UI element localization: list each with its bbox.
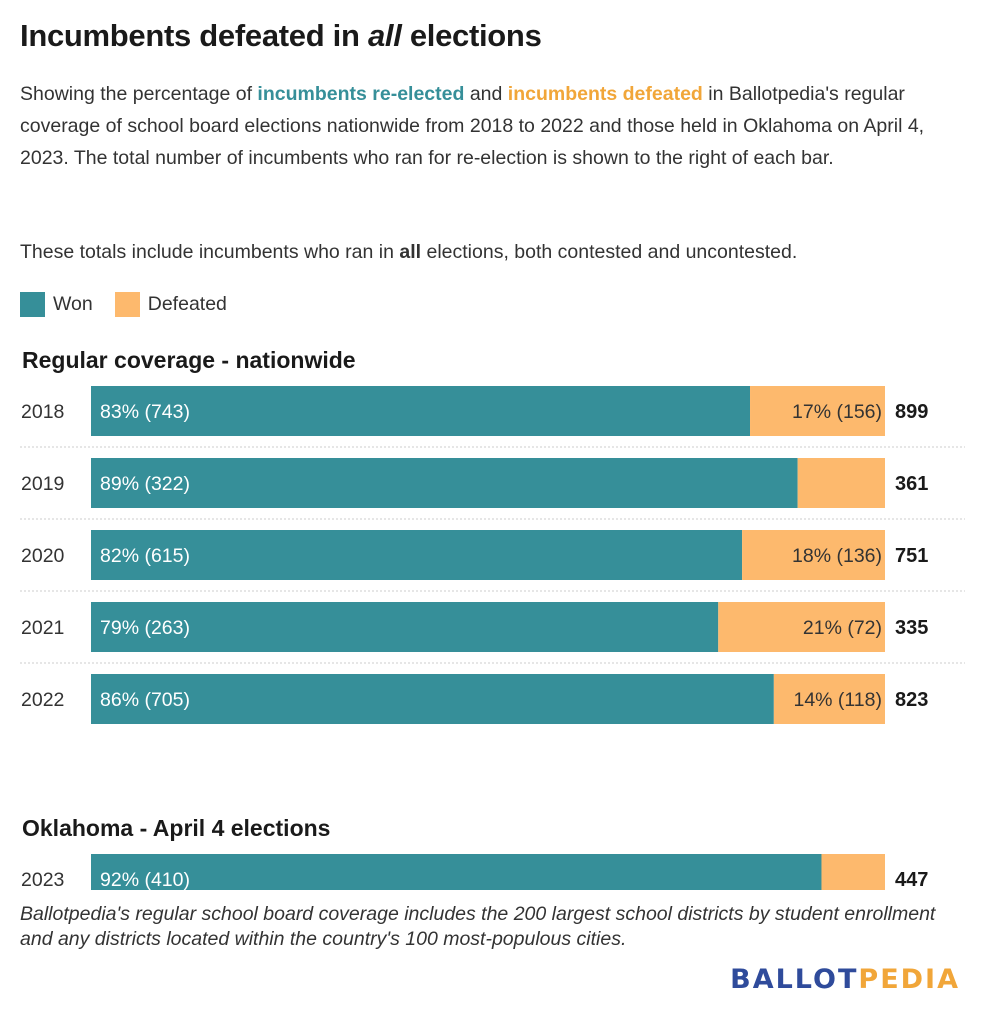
bar-defeated xyxy=(797,458,885,508)
year-label: 2023 xyxy=(21,869,64,890)
won-value-label: 86% (705) xyxy=(100,689,190,711)
legend: Won Defeated xyxy=(20,292,249,317)
bar-won xyxy=(91,674,774,724)
year-label: 2021 xyxy=(21,617,64,639)
note-text: elections, both contested and unconteste… xyxy=(421,241,798,263)
year-label: 2018 xyxy=(21,401,64,423)
won-value-label: 83% (743) xyxy=(100,401,190,423)
legend-label-won: Won xyxy=(53,293,93,315)
bar-won xyxy=(91,458,798,508)
description-defeated-highlight: incumbents defeated xyxy=(507,83,703,105)
chart-note: These totals include incumbents who ran … xyxy=(20,236,970,268)
legend-item-defeated: Defeated xyxy=(114,292,227,317)
description-text: and xyxy=(464,83,508,105)
group-heading: Oklahoma - April 4 elections xyxy=(22,815,330,841)
total-label: 447 xyxy=(895,869,928,890)
defeated-value-label: 18% (136) xyxy=(792,545,882,567)
defeated-value-label: 21% (72) xyxy=(803,617,882,639)
bar-defeated xyxy=(718,602,885,652)
bar-defeated xyxy=(821,854,885,890)
total-label: 335 xyxy=(895,617,928,639)
stacked-bar-chart: Regular coverage - nationwide 2018 83% (74… xyxy=(20,347,965,890)
logo-part-pedia: PEDIA xyxy=(858,964,960,995)
bar-won xyxy=(91,854,822,890)
chart-description: Showing the percentage of incumbents re-… xyxy=(20,78,970,174)
won-value-label: 89% (322) xyxy=(100,473,190,495)
won-value-label: 82% (615) xyxy=(100,545,190,567)
total-label: 899 xyxy=(895,401,928,423)
description-text: Showing the percentage of xyxy=(20,83,258,105)
bar-defeated xyxy=(742,530,885,580)
total-label: 361 xyxy=(895,473,928,495)
total-label: 823 xyxy=(895,689,928,711)
bar-won xyxy=(91,602,719,652)
legend-swatch-won xyxy=(20,292,45,317)
title-italic: all xyxy=(367,18,402,53)
defeated-value-label: 14% (118) xyxy=(793,689,882,711)
bar-defeated xyxy=(773,674,885,724)
group-heading: Regular coverage - nationwide xyxy=(22,347,356,373)
title-text-end: elections xyxy=(401,18,542,53)
year-label: 2019 xyxy=(21,473,64,495)
note-text: These totals include incumbents who ran … xyxy=(20,241,400,263)
legend-item-won: Won xyxy=(20,292,93,317)
description-text: in Ballotpedia's regular coverage of sch… xyxy=(20,83,925,169)
description-won-highlight: incumbents re-elected xyxy=(257,83,465,105)
bar-defeated xyxy=(750,386,885,436)
bar-won xyxy=(91,386,751,436)
defeated-value-label: 17% (156) xyxy=(792,401,882,423)
logo-part-ballot: BALLOT xyxy=(730,964,859,995)
legend-swatch-defeated xyxy=(114,292,140,317)
year-label: 2022 xyxy=(21,689,64,711)
total-label: 751 xyxy=(895,545,928,567)
ballotpedia-logo: BALLOTPEDIA xyxy=(730,964,960,995)
note-bold: all xyxy=(399,241,422,263)
footer-note: Ballotpedia's regular school board cover… xyxy=(20,903,936,950)
chart-title: Incumbents defeated in all elections xyxy=(20,18,542,54)
won-value-label: 79% (263) xyxy=(100,617,190,639)
bar-won xyxy=(91,530,743,580)
won-value-label: 92% (410) xyxy=(100,869,190,890)
year-label: 2020 xyxy=(21,545,65,567)
legend-label-defeated: Defeated xyxy=(147,293,227,315)
title-text: Incumbents defeated in xyxy=(20,18,368,53)
